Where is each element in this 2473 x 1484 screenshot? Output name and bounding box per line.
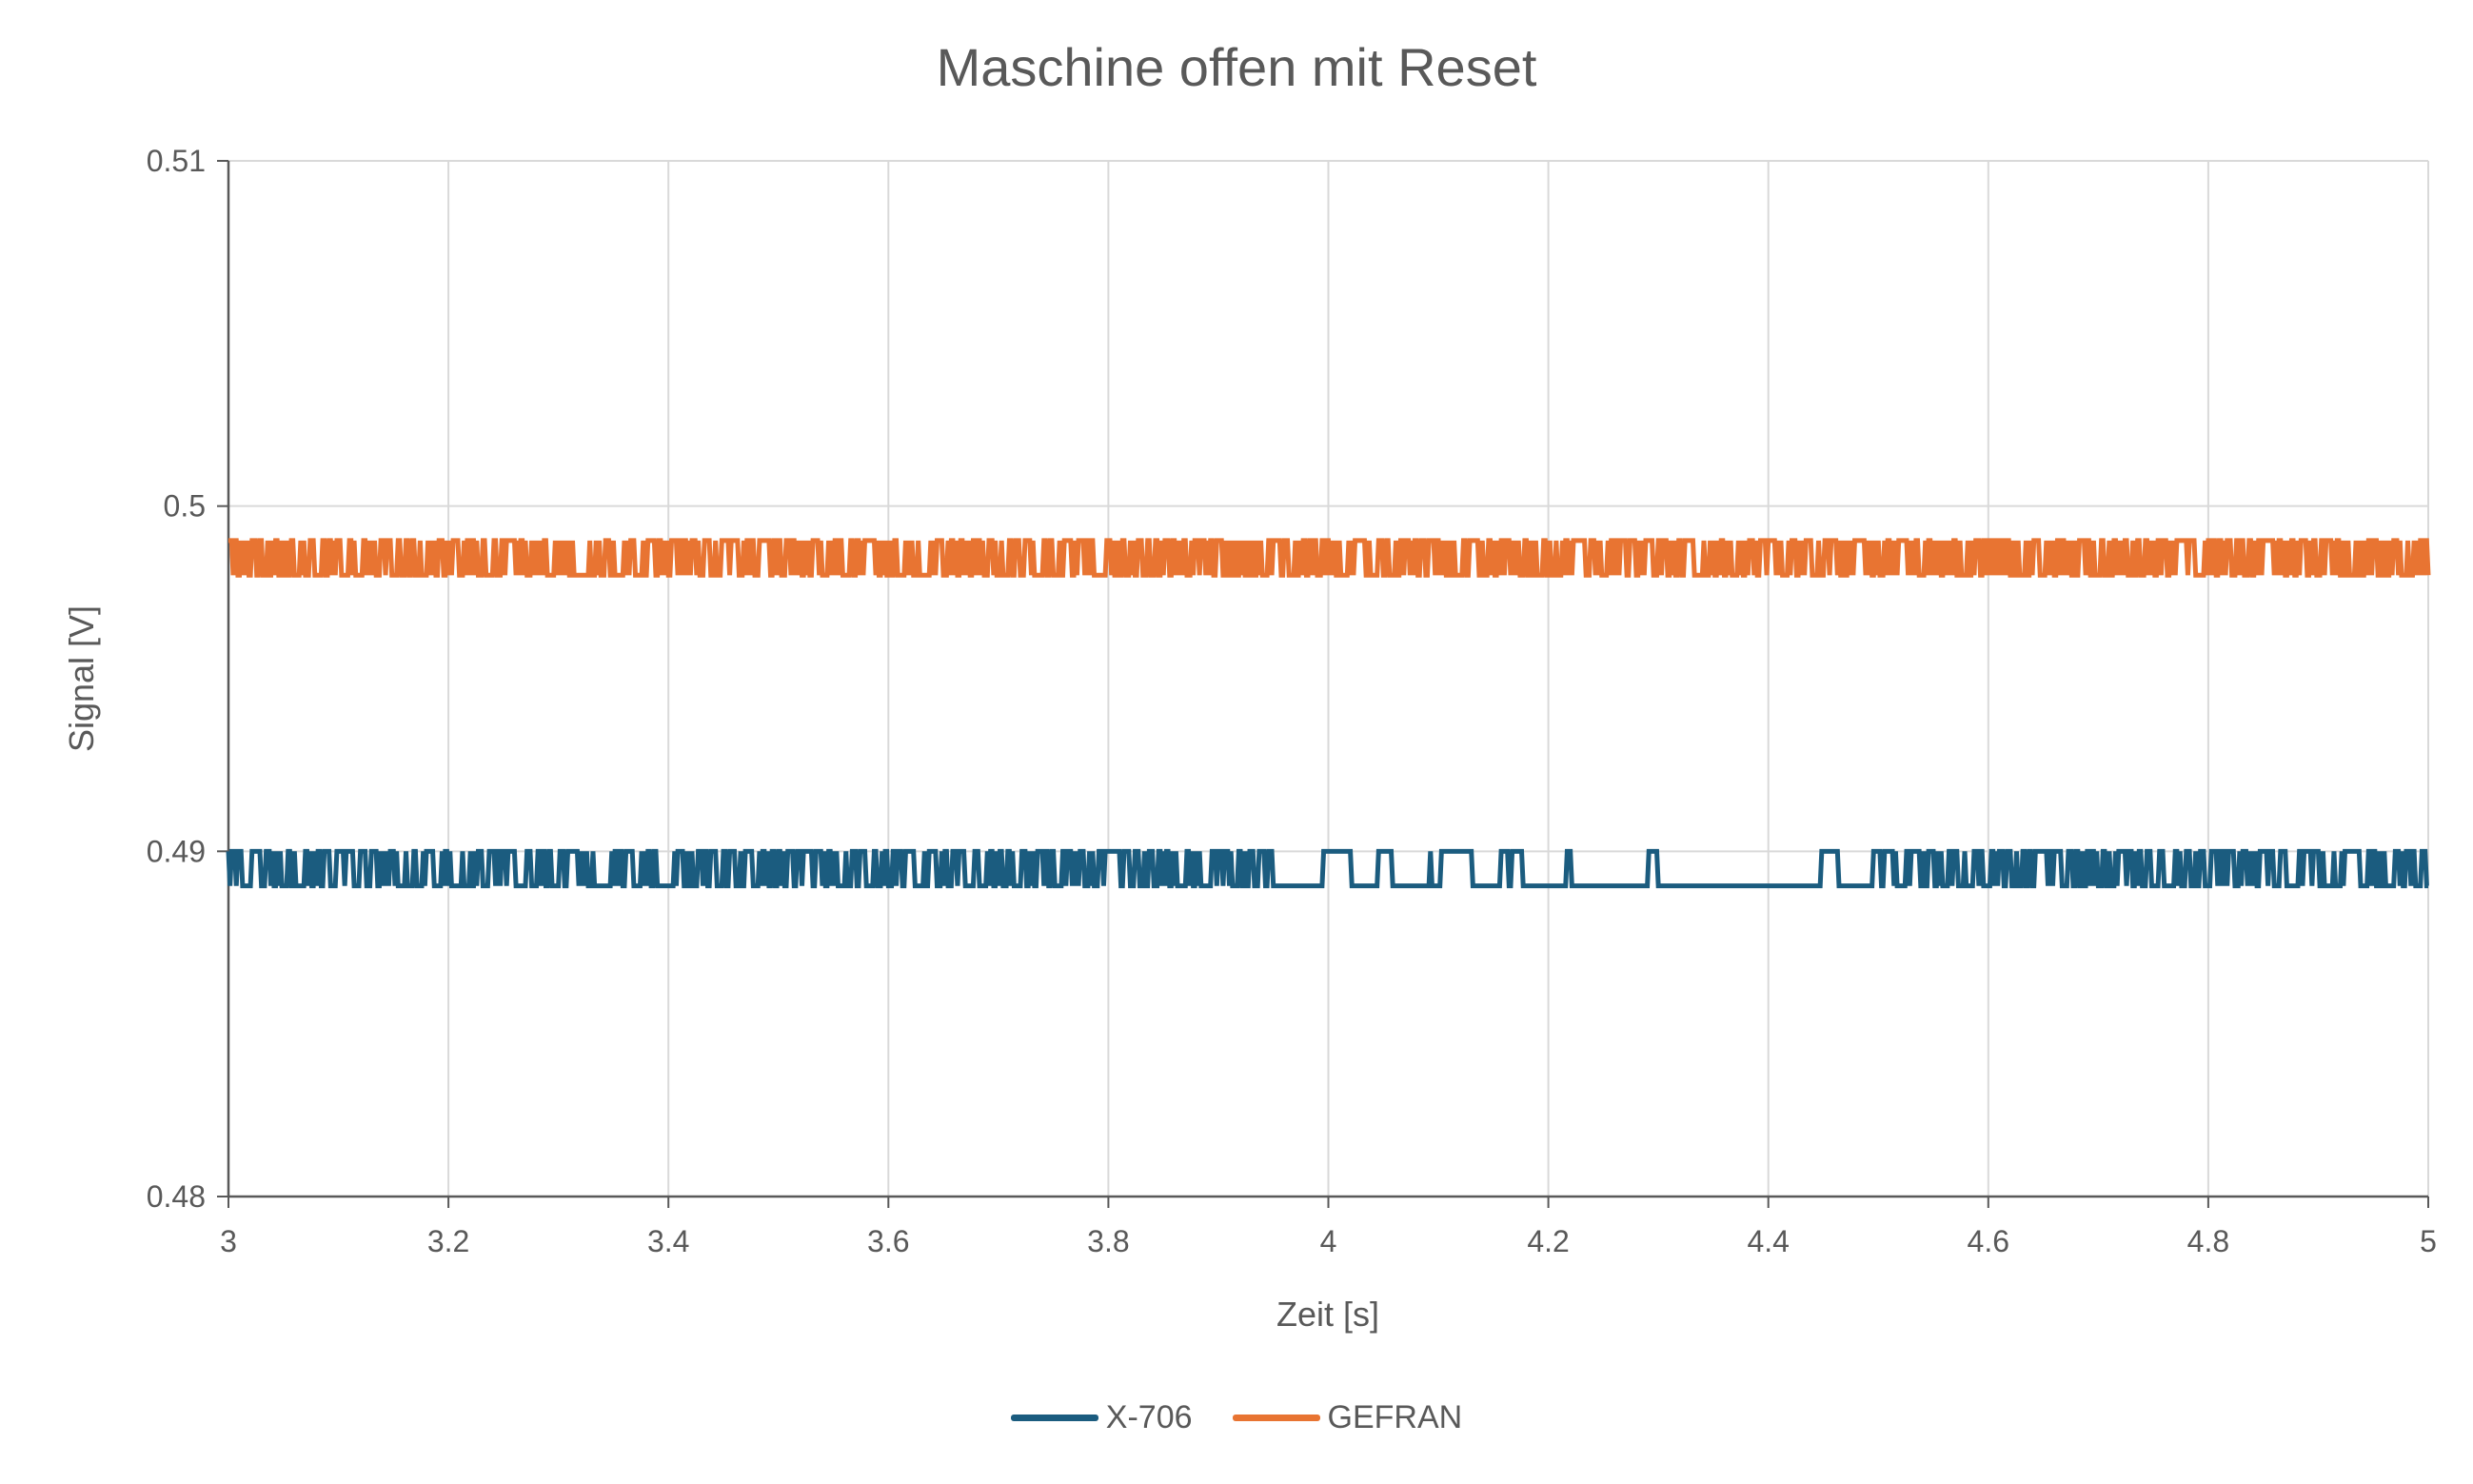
x-tick-label: 4.8 — [2187, 1224, 2229, 1258]
axes — [217, 160, 2429, 1208]
legend-item-gefran: GEFRAN — [1232, 1399, 1463, 1436]
legend-swatch-x706 — [1010, 1415, 1098, 1421]
x-tick-label: 4.2 — [1527, 1224, 1569, 1258]
chart-title: Maschine offen mit Reset — [936, 37, 1537, 97]
x-tick-label: 4.4 — [1747, 1224, 1789, 1258]
x-tick-label: 5 — [2420, 1224, 2437, 1258]
legend-label-gefran: GEFRAN — [1327, 1399, 1463, 1435]
legend-item-x706: X-706 — [1010, 1399, 1193, 1436]
x-tick-label: 4.6 — [1968, 1224, 2009, 1258]
legend-label-x706: X-706 — [1105, 1399, 1193, 1435]
legend-swatch-gefran — [1232, 1415, 1320, 1421]
grid-lines — [228, 160, 2429, 1197]
y-tick-label: 0.51 — [147, 144, 206, 178]
x-tick-label: 3.6 — [867, 1224, 909, 1258]
x-tick-label: 4 — [1320, 1224, 1337, 1258]
series-lines — [226, 538, 2431, 889]
x-axis-title: Zeit [s] — [1276, 1295, 1379, 1334]
x-tick-label: 3.4 — [647, 1224, 689, 1258]
tick-labels: 3 3.2 3.4 3.6 3.8 4 4.2 4.4 4.6 4.8 5 0.48 0.49 0.5 0.… — [147, 144, 2437, 1258]
x-tick-label: 3.8 — [1087, 1224, 1129, 1258]
series-line-gefran — [228, 538, 2431, 578]
x-tick-label: 3 — [220, 1224, 237, 1258]
y-tick-label: 0.49 — [147, 834, 206, 868]
y-tick-label: 0.48 — [147, 1179, 206, 1214]
series-line-x-706 — [226, 848, 2429, 889]
x-tick-label: 3.2 — [427, 1224, 469, 1258]
y-axis-title: Signal [V] — [62, 605, 101, 752]
y-tick-label: 0.5 — [164, 489, 206, 524]
legend: X-706 GEFRAN — [0, 1399, 2473, 1436]
